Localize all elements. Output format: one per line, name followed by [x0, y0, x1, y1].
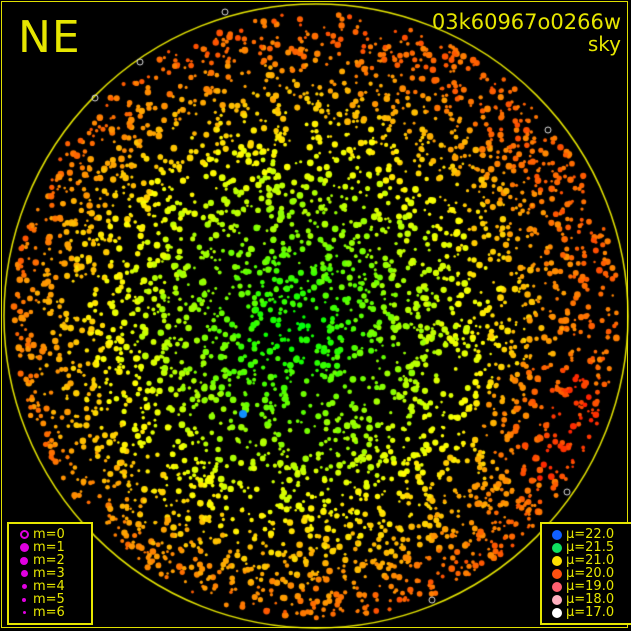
brightness-swatch-icon — [548, 568, 566, 579]
magnitude-marker-icon — [15, 530, 33, 539]
brightness-swatch-icon — [548, 542, 566, 553]
magnitude-legend-label: m=5 — [33, 592, 65, 607]
magnitude-marker-icon — [15, 556, 33, 565]
magnitude-legend-label: m=3 — [33, 566, 65, 581]
magnitude-legend-label: m=6 — [33, 605, 65, 620]
magnitude-legend-item: m=4 — [15, 579, 85, 594]
brightness-legend-item: μ=21.0 — [548, 553, 628, 568]
brightness-legend-label: μ=22.0 — [566, 527, 615, 542]
magnitude-legend-item: m=1 — [15, 540, 85, 555]
brightness-legend-item: μ=17.0 — [548, 605, 628, 620]
brightness-legend-label: μ=21.0 — [566, 553, 615, 568]
magnitude-marker-icon — [15, 597, 33, 602]
brightness-swatch-icon — [548, 529, 566, 540]
brightness-legend-label: μ=20.0 — [566, 566, 615, 581]
brightness-legend-label: μ=19.0 — [566, 579, 615, 594]
magnitude-legend-label: m=1 — [33, 540, 65, 555]
magnitude-legend: m=0 m=1 m=2 m=3 m=4 m=5 m=6 — [7, 522, 93, 625]
magnitude-marker-icon — [15, 611, 33, 614]
direction-label: NE — [18, 12, 81, 63]
brightness-legend-item: μ=19.0 — [548, 579, 628, 594]
brightness-legend: μ=22.0 μ=21.5 μ=21.0 μ=20.0 μ=19.0 μ=18.0 μ=17… — [540, 522, 631, 625]
magnitude-legend-item: m=3 — [15, 566, 85, 581]
magnitude-legend-item: m=6 — [15, 605, 85, 620]
magnitude-marker-icon — [15, 570, 33, 577]
brightness-legend-item: μ=21.5 — [548, 540, 628, 555]
magnitude-legend-label: m=0 — [33, 527, 65, 542]
brightness-legend-label: μ=18.0 — [566, 592, 615, 607]
magnitude-legend-item: m=5 — [15, 592, 85, 607]
brightness-swatch-icon — [548, 581, 566, 592]
brightness-swatch-icon — [548, 607, 566, 618]
source-label: sky — [587, 32, 621, 56]
brightness-legend-item: μ=22.0 — [548, 527, 628, 542]
magnitude-legend-item: m=0 — [15, 527, 85, 542]
magnitude-marker-icon — [15, 584, 33, 589]
brightness-legend-label: μ=21.5 — [566, 540, 615, 555]
brightness-swatch-icon — [548, 555, 566, 566]
magnitude-legend-item: m=2 — [15, 553, 85, 568]
brightness-swatch-icon — [548, 594, 566, 605]
magnitude-legend-label: m=4 — [33, 579, 65, 594]
magnitude-legend-label: m=2 — [33, 553, 65, 568]
brightness-legend-item: μ=20.0 — [548, 566, 628, 581]
brightness-legend-label: μ=17.0 — [566, 605, 615, 620]
magnitude-marker-icon — [15, 543, 33, 552]
brightness-legend-item: μ=18.0 — [548, 592, 628, 607]
frame-id: 03k60967o0266w — [431, 10, 621, 34]
